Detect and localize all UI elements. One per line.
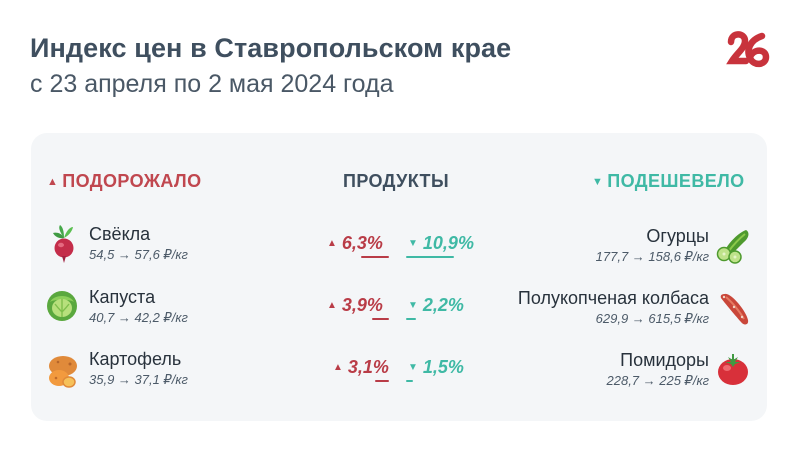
column-header-up: ▲ ПОДОРОЖАЛО: [47, 171, 202, 191]
cabbage-icon: [47, 291, 77, 321]
triangle-up-icon: ▲: [333, 362, 343, 373]
product-name-sausage: Полукопченая колбаса: [517, 288, 709, 308]
pct-up-cabbage: ▲ 3,9%: [327, 295, 383, 315]
price-change-cabbage: 40,7 → 42,2 ₽/кг: [89, 310, 188, 325]
price-card: [31, 133, 767, 421]
sausage-icon: [720, 293, 749, 325]
column-header-down: ▼ ПОДЕШЕВЕЛО: [592, 171, 745, 191]
logo-26-icon: [726, 31, 770, 68]
column-header-products: ПРОДУКТЫ: [343, 171, 449, 191]
price-change-cucumber: 177,7 → 158,6 ₽/кг: [595, 249, 709, 264]
triangle-down-icon: ▼: [408, 238, 418, 249]
pct-up-potato: ▲ 3,1%: [333, 357, 389, 377]
triangle-down-icon: ▼: [592, 176, 604, 188]
product-name-cabbage: Капуста: [89, 287, 156, 307]
triangle-up-icon: ▲: [47, 176, 59, 188]
triangle-up-icon: ▲: [327, 300, 337, 311]
price-change-tomato: 228,7 → 225 ₽/кг: [606, 373, 710, 388]
potato-icon: [49, 356, 77, 388]
change-bar-up: [375, 380, 389, 382]
change-bar-down: [406, 318, 416, 320]
page-title: Индекс цен в Ставропольском крае: [30, 33, 512, 63]
pct-up-beet: ▲ 6,3%: [327, 233, 383, 253]
cucumber-icon: [716, 230, 749, 264]
price-change-potato: 35,9 → 37,1 ₽/кг: [89, 372, 188, 387]
pct-down-cucumber: ▼ 10,9%: [408, 233, 474, 253]
tomato-icon: [718, 354, 748, 385]
change-bar-up: [371, 318, 389, 320]
product-name-tomato: Помидоры: [620, 350, 709, 370]
product-name-cucumber: Огурцы: [646, 226, 709, 246]
page-subtitle: с 23 апреля по 2 мая 2024 года: [30, 70, 394, 98]
change-bar-down: [406, 256, 454, 258]
change-bar-up: [361, 256, 389, 258]
price-change-beet: 54,5 → 57,6 ₽/кг: [89, 247, 188, 262]
pct-down-sausage: ▼ 2,2%: [408, 295, 464, 315]
change-bar-down: [406, 380, 413, 382]
pct-down-tomato: ▼ 1,5%: [408, 357, 464, 377]
beet-icon: [53, 225, 74, 263]
triangle-up-icon: ▲: [327, 238, 337, 249]
product-name-potato: Картофель: [89, 349, 182, 369]
triangle-down-icon: ▼: [408, 300, 418, 311]
product-name-beet: Свёкла: [89, 224, 151, 244]
price-change-sausage: 629,9 → 615,5 ₽/кг: [595, 311, 709, 326]
triangle-down-icon: ▼: [408, 362, 418, 373]
